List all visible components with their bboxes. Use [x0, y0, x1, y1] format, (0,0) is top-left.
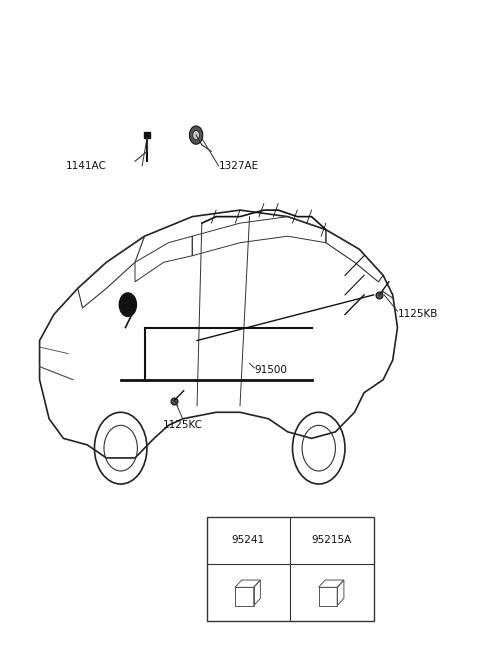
- Bar: [206, 517, 373, 621]
- Text: 91500: 91500: [254, 365, 287, 375]
- Circle shape: [190, 126, 203, 144]
- Text: 1327AE: 1327AE: [218, 160, 259, 171]
- Circle shape: [119, 293, 136, 316]
- Text: 1141AC: 1141AC: [65, 160, 107, 171]
- Text: 95215A: 95215A: [312, 534, 352, 544]
- Text: 95241: 95241: [232, 534, 265, 544]
- Circle shape: [193, 130, 199, 140]
- Text: 1125KB: 1125KB: [397, 309, 438, 320]
- Text: 1125KC: 1125KC: [163, 420, 203, 430]
